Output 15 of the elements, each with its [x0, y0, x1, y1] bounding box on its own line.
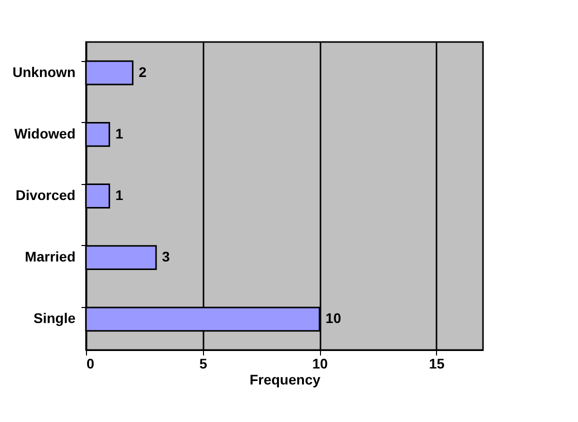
y-tick-label: Widowed [14, 125, 76, 142]
y-tick-label: Divorced [16, 187, 76, 203]
data-label: 1 [115, 125, 124, 142]
y-tick-label: Married [24, 248, 76, 265]
x-tick-label: 5 [199, 356, 208, 372]
y-tick-label: Unknown [12, 64, 76, 80]
x-tick-label: 10 [312, 356, 328, 372]
data-label: 1 [115, 187, 124, 203]
x-tick-label: 0 [86, 356, 94, 372]
x-axis-title: Frequency [250, 372, 321, 388]
data-label: 2 [138, 64, 147, 80]
data-label: 10 [326, 310, 342, 326]
x-tick-label: 15 [429, 356, 445, 372]
y-tick-label: Single [33, 310, 76, 326]
data-label: 3 [162, 248, 170, 265]
